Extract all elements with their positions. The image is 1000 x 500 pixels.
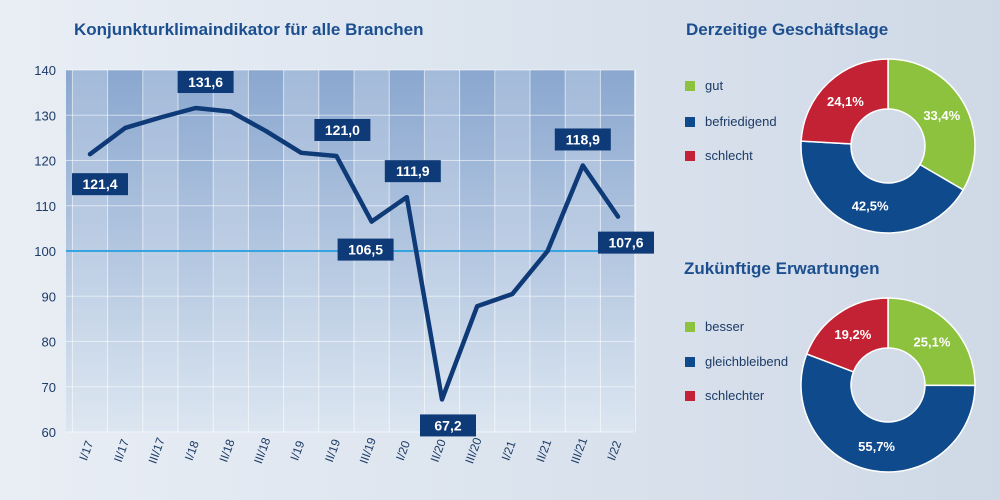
series-line xyxy=(87,105,621,402)
data-label-box xyxy=(314,118,371,141)
data-label-text: 67,2 xyxy=(434,417,461,433)
pie-slice xyxy=(887,58,976,191)
data-label-box xyxy=(554,128,611,151)
data-label: 67,2 xyxy=(420,414,476,437)
data-point xyxy=(369,219,374,224)
data-point xyxy=(510,291,515,296)
data-label: 111,9 xyxy=(384,160,441,183)
y-tick-label: 100 xyxy=(34,244,56,259)
x-tick-label: I/22 xyxy=(604,439,624,463)
x-tick-label: II/19 xyxy=(322,437,343,464)
x-tick-label: III/18 xyxy=(251,435,273,465)
data-label-box xyxy=(598,231,654,254)
data-label-text: 131,6 xyxy=(188,74,223,90)
pie-slice xyxy=(800,58,889,145)
pie-slice-label: 33,4% xyxy=(923,108,960,123)
x-tick-label: III/21 xyxy=(568,435,590,465)
data-label-box xyxy=(337,238,394,261)
x-tick-label: II/18 xyxy=(216,437,237,464)
legend-swatch-green xyxy=(685,322,695,332)
data-point xyxy=(299,150,304,155)
x-tick-label: II/17 xyxy=(111,437,132,464)
pie-slice xyxy=(805,297,889,373)
data-point xyxy=(616,214,620,219)
legend-swatch-green xyxy=(685,81,695,91)
data-point xyxy=(334,153,339,158)
x-tick-label: III/19 xyxy=(357,435,379,465)
data-label: 107,6 xyxy=(598,231,654,254)
y-tick-label: 70 xyxy=(42,380,56,395)
legend-label: schlecht xyxy=(705,148,753,163)
data-label: 121,0 xyxy=(314,118,371,141)
data-point xyxy=(440,397,444,402)
data-label: 106,5 xyxy=(337,238,394,261)
pie-slice-label: 42,5% xyxy=(852,198,889,213)
data-label: 121,4 xyxy=(72,173,128,196)
legend-label: befriedigend xyxy=(705,114,777,129)
data-label-box xyxy=(384,160,441,183)
legend-swatch-navy xyxy=(685,117,695,127)
data-point xyxy=(580,163,585,168)
y-tick-label: 90 xyxy=(42,289,56,304)
data-point xyxy=(475,304,480,309)
data-label-box xyxy=(72,173,128,196)
x-tick-label: III/20 xyxy=(462,435,484,465)
data-point xyxy=(545,249,550,253)
pie-slice xyxy=(800,140,965,234)
data-label-text: 121,4 xyxy=(82,176,117,192)
data-label-text: 107,6 xyxy=(608,235,643,251)
x-tick-label: I/20 xyxy=(393,439,413,463)
data-label-text: 111,9 xyxy=(396,163,430,179)
y-tick-label: 120 xyxy=(34,154,56,169)
pie-slice-label: 25,1% xyxy=(914,334,951,349)
legend-label: besser xyxy=(705,319,745,334)
pie-slice xyxy=(800,353,976,473)
y-tick-label: 130 xyxy=(34,108,56,123)
data-point xyxy=(404,195,409,200)
data-label: 118,9 xyxy=(554,128,611,151)
legend-swatch-red xyxy=(685,391,695,401)
x-tick-label: I/18 xyxy=(182,439,202,463)
x-tick-label: I/17 xyxy=(76,439,96,463)
data-point xyxy=(158,115,163,120)
pie-slice xyxy=(887,297,976,387)
pie-current-title: Derzeitige Geschäftslage xyxy=(686,20,889,39)
y-tick-label: 110 xyxy=(35,199,56,214)
legend-label: schlechter xyxy=(705,388,765,403)
legend-label: gleichbleibend xyxy=(705,354,789,369)
data-point xyxy=(264,129,268,134)
pie-slice-label: 24,1% xyxy=(827,94,864,109)
data-point xyxy=(228,109,233,114)
x-tick-label: I/21 xyxy=(499,439,519,463)
x-tick-label: I/19 xyxy=(287,439,307,463)
x-tick-label: II/20 xyxy=(428,437,449,464)
data-label-text: 118,9 xyxy=(566,131,600,147)
pie-slice-label: 55,7% xyxy=(858,439,895,454)
pie-future-title: Zukünftige Erwartungen xyxy=(684,259,880,278)
data-label-text: 106,5 xyxy=(348,242,383,258)
x-tick-label: III/17 xyxy=(145,435,167,465)
legend-swatch-navy xyxy=(685,357,695,367)
data-point xyxy=(88,152,92,157)
data-label-box xyxy=(420,414,476,437)
data-label: 131,6 xyxy=(177,71,234,94)
line-chart-title: Konjunkturklimaindikator für alle Branch… xyxy=(74,20,424,39)
y-tick-label: 140 xyxy=(34,63,56,78)
y-tick-label: 60 xyxy=(42,425,56,440)
data-point xyxy=(123,125,128,130)
legend-label: gut xyxy=(705,78,724,93)
pie-slice-label: 19,2% xyxy=(834,327,871,342)
data-point xyxy=(193,106,198,111)
x-tick-label: II/21 xyxy=(533,437,554,464)
legend-swatch-red xyxy=(685,151,695,161)
data-label-text: 121,0 xyxy=(325,122,360,138)
data-label-box xyxy=(177,71,234,94)
y-tick-label: 80 xyxy=(42,335,56,350)
